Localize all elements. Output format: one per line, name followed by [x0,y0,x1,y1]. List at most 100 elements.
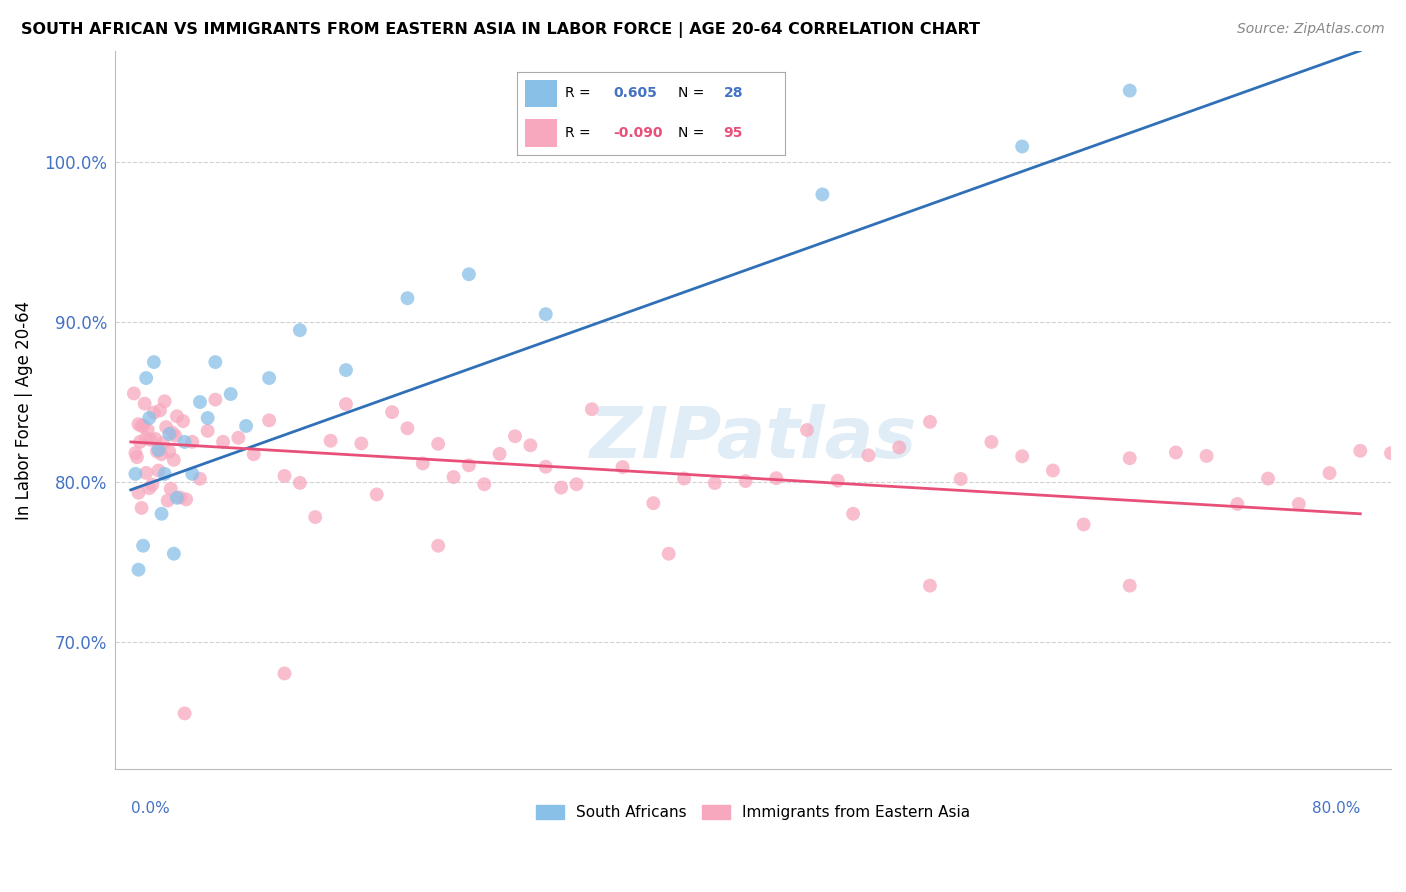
Point [443,470,465,484]
Point [472,477,495,491]
Point [181,434,204,449]
Point [122,386,145,401]
Point [132,539,155,553]
Point [458,458,481,473]
Point [228,431,250,445]
Point [519,438,541,452]
Point [643,496,665,510]
Point [550,481,572,495]
Point [1319,466,1341,480]
Point [889,441,911,455]
Point [412,457,434,471]
Point [204,355,226,369]
Point [155,420,177,434]
Point [273,469,295,483]
Point [257,371,280,385]
Point [304,510,326,524]
Point [150,507,173,521]
Point [565,477,588,491]
Point [918,579,941,593]
Point [159,482,181,496]
Point [503,429,526,443]
Point [132,418,155,433]
Point [172,414,194,428]
Point [145,432,167,446]
Point [335,363,357,377]
Point [150,447,173,461]
Point [165,429,187,443]
Point [396,291,419,305]
Point [148,463,170,477]
Point [141,477,163,491]
Point [131,419,153,434]
Point [534,307,557,321]
Point [534,459,557,474]
Point [142,406,165,420]
Point [581,402,603,417]
Point [153,394,176,409]
Point [212,434,235,449]
Point [173,706,195,721]
Point [612,460,634,475]
Point [350,436,373,450]
Point [257,413,280,427]
Point [796,423,818,437]
Point [273,666,295,681]
Point [381,405,404,419]
Point [166,409,188,424]
Point [135,431,157,445]
Point [197,424,219,438]
Point [1119,84,1142,98]
Point [235,419,257,434]
Point [146,444,169,458]
Point [124,467,146,481]
Point [1288,497,1310,511]
Point [128,485,150,500]
Point [142,355,165,369]
Text: ZIPatlas: ZIPatlas [589,404,917,474]
Text: 80.0%: 80.0% [1312,801,1360,816]
Point [125,450,148,464]
Point [396,421,419,435]
Text: SOUTH AFRICAN VS IMMIGRANTS FROM EASTERN ASIA IN LABOR FORCE | AGE 20-64 CORRELA: SOUTH AFRICAN VS IMMIGRANTS FROM EASTERN… [21,22,980,38]
Point [427,539,450,553]
Point [918,415,941,429]
Point [162,425,184,440]
Point [181,467,204,481]
Point [811,187,834,202]
Point [335,397,357,411]
Point [827,474,849,488]
Point [458,267,481,281]
Point [128,563,150,577]
Point [242,447,264,461]
Point [157,444,180,458]
Point [163,547,186,561]
Point [288,323,311,337]
Point [366,487,388,501]
Point [288,475,311,490]
Point [136,423,159,437]
Point [1164,445,1187,459]
Point [1073,517,1095,532]
Point [148,442,170,457]
Point [131,500,153,515]
Point [149,403,172,417]
Point [1195,449,1218,463]
Point [319,434,342,448]
Point [156,493,179,508]
Point [139,433,162,447]
Text: Source: ZipAtlas.com: Source: ZipAtlas.com [1237,22,1385,37]
Point [842,507,865,521]
Legend: South Africans, Immigrants from Eastern Asia: South Africans, Immigrants from Eastern … [530,798,976,826]
Point [153,467,176,481]
Point [1119,451,1142,466]
Point [188,395,211,409]
Y-axis label: In Labor Force | Age 20-64: In Labor Force | Age 20-64 [15,301,32,519]
Point [124,446,146,460]
Point [204,392,226,407]
Point [765,471,787,485]
Point [488,447,510,461]
Point [138,411,160,425]
Point [152,436,174,450]
Point [1379,446,1402,460]
